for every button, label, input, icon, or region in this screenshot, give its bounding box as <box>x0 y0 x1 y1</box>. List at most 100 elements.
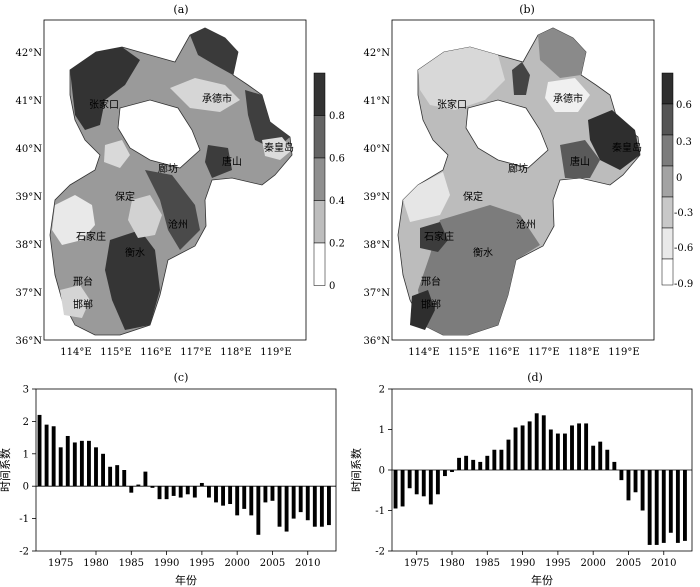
city-zhangjiakou-a: 张家口 <box>89 98 119 111</box>
city-labels-b: 张家口 承德市 秦皇岛 唐山 廊坊 保定 沧州 石家庄 衡水 邢台 邯郸 <box>421 92 642 311</box>
city-shijiazhuang-b: 石家庄 <box>424 230 454 243</box>
city-cangzhou-b: 沧州 <box>516 218 536 231</box>
bar-d-1993 <box>541 415 546 470</box>
svg-text:41°N: 41°N <box>364 96 391 107</box>
bar-c-1983 <box>115 465 120 487</box>
bar-d-1981 <box>457 457 461 470</box>
bar-d-2008 <box>647 470 652 545</box>
y-tick-label: -2 <box>19 547 29 558</box>
svg-text:39°N: 39°N <box>364 192 391 203</box>
x-tick-label: 2010 <box>651 558 676 569</box>
map-panel-a: (a) 42°N 41°N 40°N 39°N 38°N 37°N 36°N <box>16 3 307 358</box>
bar-c-1985 <box>129 486 134 493</box>
bar-c-2010 <box>305 486 310 521</box>
bar-d-1997 <box>570 425 574 470</box>
contour-mid-ne-b <box>538 28 586 78</box>
bar-c-2011 <box>312 486 317 527</box>
colorbar-a-seg-2 <box>313 200 326 244</box>
colorbar-a: 0.8 0.6 0.4 0.2 0 <box>313 72 345 292</box>
svg-text:41°N: 41°N <box>16 96 43 107</box>
city-qinhuangdao-b: 秦皇岛 <box>612 141 642 154</box>
y-axis-d: 2 1 0 -1 -2 <box>375 385 392 558</box>
bar-chart-c: (c) 3 2 1 0 -1 -2 1975 1980 1985 1990 1995 2000 200… <box>0 371 337 587</box>
svg-text:117°E: 117°E <box>528 347 559 358</box>
bar-c-1987 <box>143 471 148 487</box>
bar-d-1972 <box>393 470 398 509</box>
y-tick-label: -2 <box>375 547 385 558</box>
bars-d <box>393 413 687 545</box>
colorbar-a-tick-04: 0.4 <box>329 196 345 207</box>
contour-light-zhangjiakou-a <box>104 140 130 168</box>
colorbar-b-seg-6 <box>661 72 674 105</box>
contour-light-west-b <box>403 172 450 222</box>
svg-text:114°E: 114°E <box>408 347 439 358</box>
bar-c-2008 <box>291 486 296 519</box>
bar-c-2002 <box>249 486 254 516</box>
bar-d-2004 <box>619 470 624 481</box>
x-axis-label-c: 年份 <box>175 573 197 587</box>
svg-text:37°N: 37°N <box>364 288 391 299</box>
x-tick-label: 1980 <box>439 558 464 569</box>
svg-text:39°N: 39°N <box>16 192 43 203</box>
contour-dark-tangshan-b <box>560 140 600 178</box>
svg-text:36°N: 36°N <box>16 336 43 347</box>
svg-text:36°N: 36°N <box>364 336 391 347</box>
city-xingtai-a: 邢台 <box>73 275 93 288</box>
svg-text:119°E: 119°E <box>260 347 291 358</box>
city-chengde-b: 承德市 <box>553 92 583 105</box>
bar-c-1992 <box>178 486 183 498</box>
bar-c-1986 <box>136 484 141 487</box>
svg-text:117°E: 117°E <box>180 347 211 358</box>
contour-mid-south-b <box>418 205 540 335</box>
bar-c-1977 <box>72 442 77 487</box>
bar-d-1995 <box>555 433 560 470</box>
bar-c-2000 <box>235 486 240 516</box>
colorbar-b-seg-1 <box>661 227 674 260</box>
bar-d-1987 <box>499 449 504 470</box>
x-axis-label-d: 年份 <box>531 573 553 587</box>
x-tick-label: 1995 <box>189 558 214 569</box>
y-tick-label: 2 <box>23 417 29 428</box>
colorbar-b-tick-m03: -0.3 <box>674 208 693 219</box>
colorbar-b-seg-2 <box>661 196 674 229</box>
svg-text:118°E: 118°E <box>220 347 251 358</box>
bar-d-1998 <box>577 423 581 470</box>
bar-d-2002 <box>605 449 610 470</box>
bar-d-2001 <box>598 441 603 470</box>
bar-c-1998 <box>221 486 225 506</box>
bar-c-1999 <box>228 486 233 505</box>
x-tick-label: 2005 <box>616 558 641 569</box>
plot-frame-c <box>35 388 337 552</box>
colorbar-a-tick-06: 0.6 <box>329 154 345 165</box>
lat-axis-b: 42°N 41°N 40°N 39°N 38°N 37°N 36°N <box>364 48 391 347</box>
bar-c-1981 <box>101 453 105 487</box>
bar-c-1974 <box>51 426 56 487</box>
bar-d-1991 <box>527 421 532 470</box>
x-tick-label: 2000 <box>580 558 605 569</box>
bar-c-2004 <box>263 486 268 503</box>
contour-dark-south-a <box>105 230 160 330</box>
bar-d-2006 <box>633 470 638 493</box>
bar-c-1990 <box>164 486 169 500</box>
bar-c-1989 <box>157 486 162 500</box>
lon-axis-b: 114°E 115°E 116°E 117°E 118°E 119°E <box>408 347 639 358</box>
bar-c-1973 <box>44 424 49 487</box>
beijing-hole-b <box>465 99 549 169</box>
bars-c <box>37 414 331 535</box>
x-tick-label: 1975 <box>48 558 73 569</box>
bar-d-1983 <box>471 459 476 471</box>
bar-d-1977 <box>428 470 433 505</box>
svg-text:116°E: 116°E <box>140 347 171 358</box>
bar-c-1982 <box>108 466 113 487</box>
beijing-hole-a <box>117 99 201 169</box>
bar-d-2000 <box>591 445 596 470</box>
svg-text:118°E: 118°E <box>568 347 599 358</box>
city-xingtai-b: 邢台 <box>421 275 441 288</box>
panel-label-b: (b) <box>519 3 535 16</box>
x-tick-label: 1990 <box>154 558 179 569</box>
bar-d-2007 <box>640 470 645 511</box>
colorbar-b-seg-3 <box>661 165 674 198</box>
city-chengde-a: 承德市 <box>202 92 232 105</box>
svg-text:37°N: 37°N <box>16 288 43 299</box>
contour-light-qinhuangdao-a <box>262 137 292 160</box>
